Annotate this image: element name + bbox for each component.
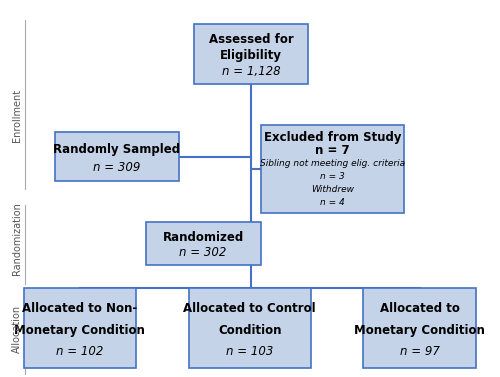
Text: Condition: Condition xyxy=(218,323,282,337)
Text: Sibling not meeting elig. criteria: Sibling not meeting elig. criteria xyxy=(260,159,405,168)
Text: Randomly Sampled: Randomly Sampled xyxy=(54,143,180,156)
Text: n = 7: n = 7 xyxy=(315,144,350,157)
Text: n = 309: n = 309 xyxy=(93,161,140,174)
FancyBboxPatch shape xyxy=(24,288,136,368)
Text: Randomization: Randomization xyxy=(12,202,22,276)
Text: Allocated to: Allocated to xyxy=(380,302,460,315)
Text: n = 1,128: n = 1,128 xyxy=(222,64,280,78)
FancyBboxPatch shape xyxy=(194,24,308,84)
Text: Monetary Condition: Monetary Condition xyxy=(14,323,145,337)
Text: Excluded from Study: Excluded from Study xyxy=(264,131,401,144)
Text: n = 302: n = 302 xyxy=(180,247,227,259)
FancyBboxPatch shape xyxy=(364,288,476,368)
Text: n = 103: n = 103 xyxy=(226,345,274,358)
Text: Monetary Condition: Monetary Condition xyxy=(354,323,485,337)
Text: Withdrew: Withdrew xyxy=(311,185,354,194)
FancyBboxPatch shape xyxy=(188,288,311,368)
Text: Allocation: Allocation xyxy=(12,305,22,353)
FancyBboxPatch shape xyxy=(260,125,404,213)
Text: Randomized: Randomized xyxy=(162,231,244,244)
Text: n = 97: n = 97 xyxy=(400,345,440,358)
Text: n = 3: n = 3 xyxy=(320,172,344,181)
Text: Enrollment: Enrollment xyxy=(12,89,22,142)
Text: n = 4: n = 4 xyxy=(320,198,344,207)
Text: Eligibility: Eligibility xyxy=(220,49,282,62)
Text: Allocated to Non-: Allocated to Non- xyxy=(22,302,138,315)
FancyBboxPatch shape xyxy=(54,132,179,181)
Text: Assessed for: Assessed for xyxy=(208,33,294,46)
Text: Allocated to Control: Allocated to Control xyxy=(184,302,316,315)
Text: n = 102: n = 102 xyxy=(56,345,104,358)
FancyBboxPatch shape xyxy=(146,222,260,265)
